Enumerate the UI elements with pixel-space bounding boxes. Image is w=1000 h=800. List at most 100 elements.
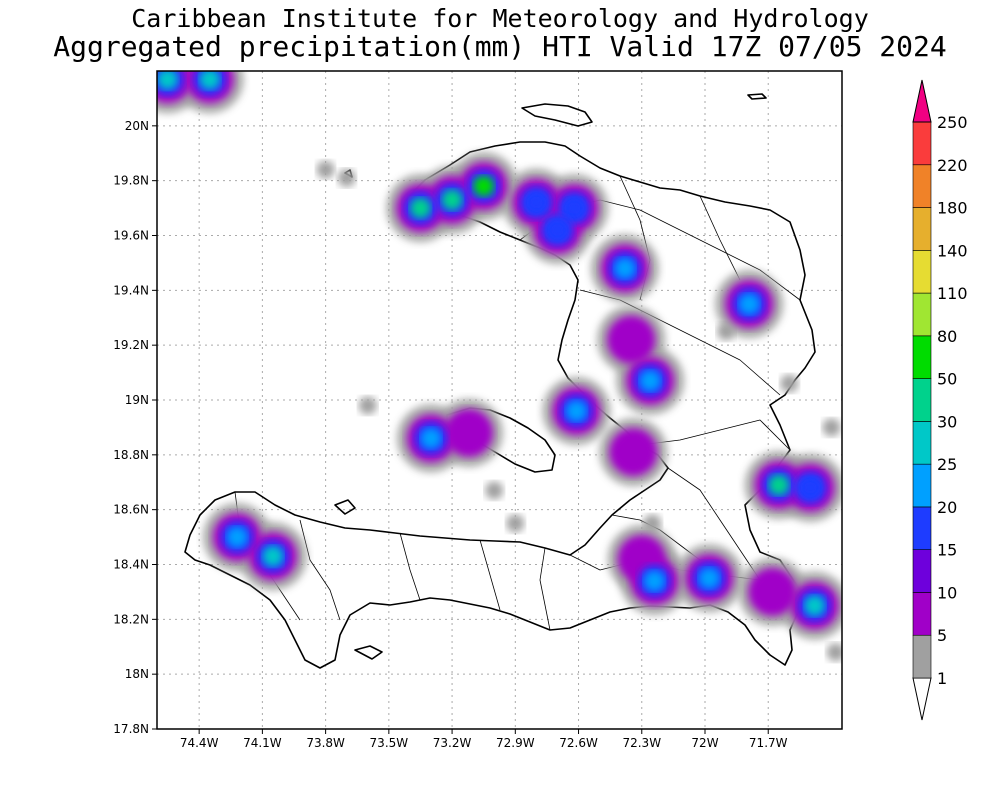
precip-cell [739, 294, 760, 315]
precip-cell [547, 220, 568, 241]
lon-tick-label: 71.7W [749, 736, 788, 750]
admin-boundary [479, 539, 501, 611]
colorbar-high-arrow [912, 79, 932, 123]
colorbar-label: 80 [937, 327, 957, 346]
precip-cell [442, 189, 463, 210]
precip-cell [699, 568, 720, 589]
colorbar-label: 30 [937, 412, 957, 431]
colorbar-label: 25 [937, 455, 957, 474]
lon-tick-label: 72.3W [622, 736, 661, 750]
precip-cell [800, 477, 821, 498]
precip-cell [631, 549, 652, 570]
colorbar-swatch [912, 634, 932, 679]
precipitation-layer [157, 71, 842, 662]
light-rain-spot [358, 396, 377, 415]
admin-boundary [699, 195, 741, 281]
light-rain-spot [485, 481, 504, 500]
colorbar-swatch [912, 506, 932, 550]
lat-tick-label: 19.8N [113, 174, 149, 188]
lat-tick-label: 18.6N [113, 503, 149, 517]
lon-tick-label: 72.6W [559, 736, 598, 750]
precip-cell [566, 400, 587, 421]
colorbar-swatch [912, 164, 932, 208]
light-rain-spot [316, 160, 335, 179]
lat-tick-label: 18.8N [113, 448, 149, 462]
colorbar-swatch [912, 207, 932, 251]
islet [747, 93, 767, 100]
colorbar-swatch [912, 121, 932, 166]
precip-cell [614, 258, 635, 279]
precip-cell [410, 198, 431, 219]
lon-tick-label: 73.8W [306, 736, 345, 750]
light-rain-spot [780, 374, 799, 393]
light-rain-spot [826, 643, 842, 662]
precip-cell [623, 442, 644, 463]
colorbar-swatch [912, 335, 932, 379]
precip-cell [762, 581, 783, 602]
colorbar-label: 110 [937, 284, 968, 303]
tortuga-island [521, 103, 593, 127]
admin-boundary [399, 532, 421, 601]
colorbar-swatch [912, 378, 932, 422]
lon-tick-label: 72W [691, 736, 718, 750]
colorbar-swatch [912, 250, 932, 294]
precip-cell [768, 474, 789, 495]
colorbar-label: 250 [937, 113, 968, 132]
colorbar-swatch [912, 292, 932, 337]
chart-subtitle: Aggregated precipitation(mm) HTI Valid 1… [53, 30, 947, 63]
precip-cell [564, 198, 585, 219]
islet [354, 645, 383, 660]
light-rain-spot [822, 418, 841, 437]
lat-tick-label: 19.4N [113, 283, 149, 297]
colorbar-label: 20 [937, 498, 957, 517]
colorbar-label: 1 [937, 669, 947, 688]
lat-tick-label: 20N [125, 119, 149, 133]
precip-cell [199, 71, 220, 90]
precip-cell [458, 422, 479, 443]
precip-cell [473, 176, 494, 197]
colorbar-label: 50 [937, 370, 957, 389]
lat-tick-label: 18.4N [113, 558, 149, 572]
lat-tick-label: 17.8N [113, 722, 149, 736]
colorbar-swatch [912, 421, 932, 465]
colorbar-label: 220 [937, 156, 968, 175]
admin-boundary [639, 419, 791, 451]
lat-tick-label: 18N [125, 667, 149, 681]
precip-cell [262, 546, 283, 567]
lat-tick-label: 19.2N [113, 338, 149, 352]
light-rain-spot [337, 168, 356, 187]
lon-tick-label: 72.9W [496, 736, 535, 750]
precip-cell [621, 329, 642, 350]
precip-cell [157, 71, 178, 90]
lon-tick-label: 73.2W [433, 736, 472, 750]
lon-tick-label: 74.1W [243, 736, 282, 750]
precip-cell [640, 370, 661, 391]
lon-tick-label: 73.5W [370, 736, 409, 750]
light-rain-spot [506, 514, 525, 533]
precip-cell [421, 428, 441, 449]
precip-cell [526, 192, 547, 213]
admin-boundary [539, 547, 551, 631]
admin-boundary [299, 519, 341, 621]
lat-tick-label: 18.2N [113, 612, 149, 626]
colorbar-label: 140 [937, 241, 968, 260]
precip-cell [227, 527, 248, 548]
colorbar-label: 15 [937, 541, 957, 560]
islet [334, 499, 356, 515]
colorbar-label: 180 [937, 199, 968, 218]
precip-cell [804, 595, 825, 616]
longitude-ticks: 74.4W 74.1W 73.8W 73.5W 73.2W 72.9W 72.6W 72.3W… [180, 729, 788, 750]
latitude-ticks: 20N 19.8N 19.6N 19.4N 19.2N 19N 18.8N 18.6N 18.4… [113, 119, 157, 736]
lat-tick-label: 19.6N [113, 229, 149, 243]
colorbar-swatch [912, 549, 932, 593]
colorbar-label: 10 [937, 583, 957, 602]
colorbar-label: 5 [937, 626, 947, 645]
chart-title: Caribbean Institute for Meteorology and … [131, 4, 869, 33]
colorbar-swatch [912, 592, 932, 636]
admin-boundary [611, 514, 701, 561]
colorbar-low-arrow [912, 677, 932, 721]
lat-tick-label: 19N [125, 393, 149, 407]
precip-cell [644, 570, 665, 591]
